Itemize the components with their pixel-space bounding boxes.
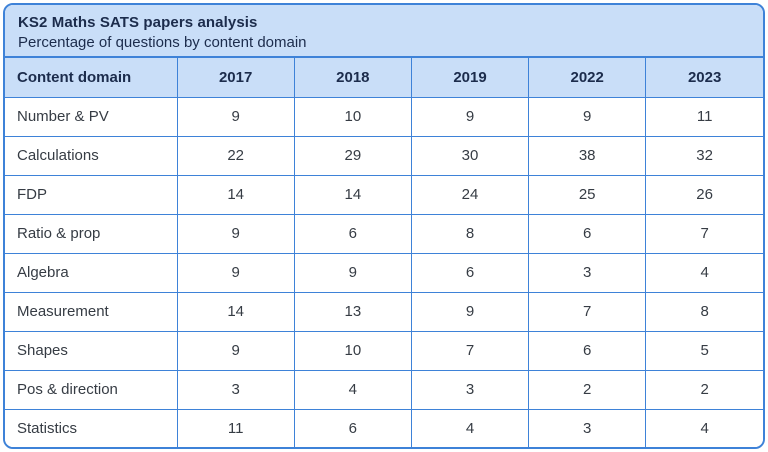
cell-value: 4 <box>645 408 763 447</box>
cell-value: 3 <box>410 369 530 410</box>
cell-value: 24 <box>410 174 530 215</box>
cell-value: 6 <box>410 252 530 293</box>
cell-value: 9 <box>410 96 530 137</box>
cell-value: 2 <box>645 369 763 410</box>
cell-value: 4 <box>293 369 412 410</box>
cell-value: 3 <box>176 369 295 410</box>
table-row: Measurement 14 13 9 7 8 <box>5 291 763 332</box>
cell-value: 9 <box>528 96 647 137</box>
cell-value: 10 <box>293 330 412 371</box>
cell-value: 11 <box>645 96 763 137</box>
cell-value: 6 <box>528 330 647 371</box>
cell-value: 13 <box>293 291 412 332</box>
cell-value: 26 <box>645 174 763 215</box>
cell-value: 14 <box>176 174 295 215</box>
cell-value: 9 <box>176 330 295 371</box>
table-card: KS2 Maths SATS papers analysis Percentag… <box>3 3 765 449</box>
cell-value: 7 <box>645 213 763 254</box>
row-label: Algebra <box>5 252 178 293</box>
table-row: FDP 14 14 24 25 26 <box>5 174 763 215</box>
cell-value: 14 <box>293 174 412 215</box>
table-row: Pos & direction 3 4 3 2 2 <box>5 369 763 410</box>
cell-value: 3 <box>528 408 647 447</box>
table-row: Number & PV 9 10 9 9 11 <box>5 96 763 137</box>
table-row: Statistics 11 6 4 3 4 <box>5 408 763 447</box>
cell-value: 5 <box>645 330 763 371</box>
row-label: FDP <box>5 174 178 215</box>
cell-value: 10 <box>293 96 412 137</box>
cell-value: 2 <box>528 369 647 410</box>
cell-value: 14 <box>176 291 295 332</box>
column-header-2018: 2018 <box>293 58 412 98</box>
data-table: Content domain 2017 2018 2019 2022 2023 … <box>5 58 763 447</box>
column-header-2017: 2017 <box>176 58 295 98</box>
row-label: Ratio & prop <box>5 213 178 254</box>
row-label: Measurement <box>5 291 178 332</box>
page-subtitle: Percentage of questions by content domai… <box>18 34 307 51</box>
row-label: Number & PV <box>5 96 178 137</box>
row-label: Pos & direction <box>5 369 178 410</box>
cell-value: 4 <box>410 408 530 447</box>
cell-value: 32 <box>645 135 763 176</box>
cell-value: 3 <box>528 252 647 293</box>
cell-value: 6 <box>528 213 647 254</box>
cell-value: 6 <box>293 408 412 447</box>
cell-value: 29 <box>293 135 412 176</box>
table-row: Algebra 9 9 6 3 4 <box>5 252 763 293</box>
column-header-2022: 2022 <box>528 58 647 98</box>
cell-value: 6 <box>293 213 412 254</box>
column-header-2023: 2023 <box>645 58 763 98</box>
row-label: Statistics <box>5 408 178 447</box>
cell-value: 25 <box>528 174 647 215</box>
cell-value: 9 <box>176 213 295 254</box>
cell-value: 22 <box>176 135 295 176</box>
table-row: Calculations 22 29 30 38 32 <box>5 135 763 176</box>
table-row: Ratio & prop 9 6 8 6 7 <box>5 213 763 254</box>
cell-value: 7 <box>410 330 530 371</box>
column-header-content-domain: Content domain <box>5 58 178 98</box>
cell-value: 8 <box>645 291 763 332</box>
page-title: KS2 Maths SATS papers analysis <box>18 14 258 31</box>
table-row: Shapes 9 10 7 6 5 <box>5 330 763 371</box>
cell-value: 11 <box>176 408 295 447</box>
cell-value: 4 <box>645 252 763 293</box>
column-header-2019: 2019 <box>410 58 530 98</box>
table-title-block: KS2 Maths SATS papers analysis Percentag… <box>5 5 763 58</box>
cell-value: 30 <box>410 135 530 176</box>
row-label: Shapes <box>5 330 178 371</box>
cell-value: 9 <box>176 96 295 137</box>
cell-value: 7 <box>528 291 647 332</box>
header-row: Content domain 2017 2018 2019 2022 2023 <box>5 58 763 98</box>
cell-value: 9 <box>410 291 530 332</box>
cell-value: 38 <box>528 135 647 176</box>
cell-value: 8 <box>410 213 530 254</box>
cell-value: 9 <box>176 252 295 293</box>
row-label: Calculations <box>5 135 178 176</box>
cell-value: 9 <box>293 252 412 293</box>
